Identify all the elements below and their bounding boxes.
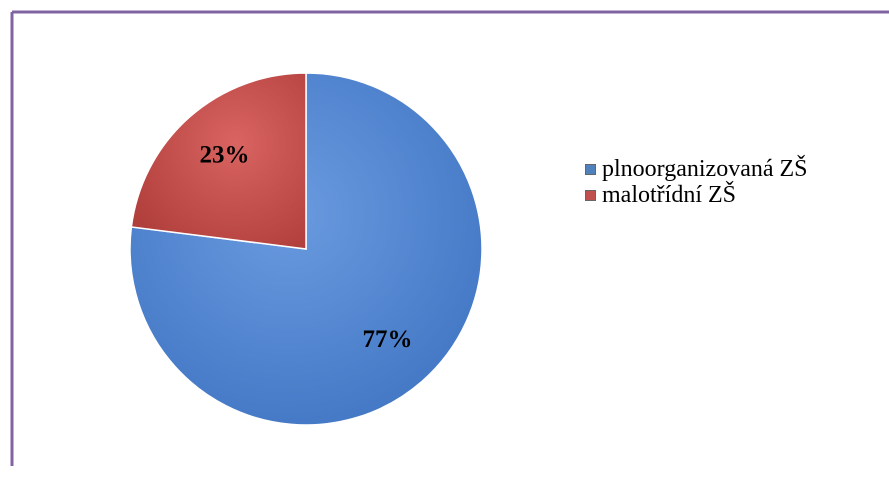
data-label: 77% (362, 326, 412, 353)
pie-slice (129, 72, 483, 426)
pie-slice (130, 72, 307, 250)
legend: plnoorganizovaná ZŠ malotřídní ZŠ (585, 156, 845, 210)
legend-item: plnoorganizovaná ZŠ (585, 156, 832, 182)
legend-swatch (585, 190, 596, 201)
data-label: 23% (200, 141, 250, 168)
legend-label: plnoorganizovaná ZŠ (602, 156, 808, 182)
legend-item: malotřídní ZŠ (585, 182, 832, 208)
legend-label: malotřídní ZŠ (602, 182, 736, 208)
legend-swatch (585, 164, 596, 175)
